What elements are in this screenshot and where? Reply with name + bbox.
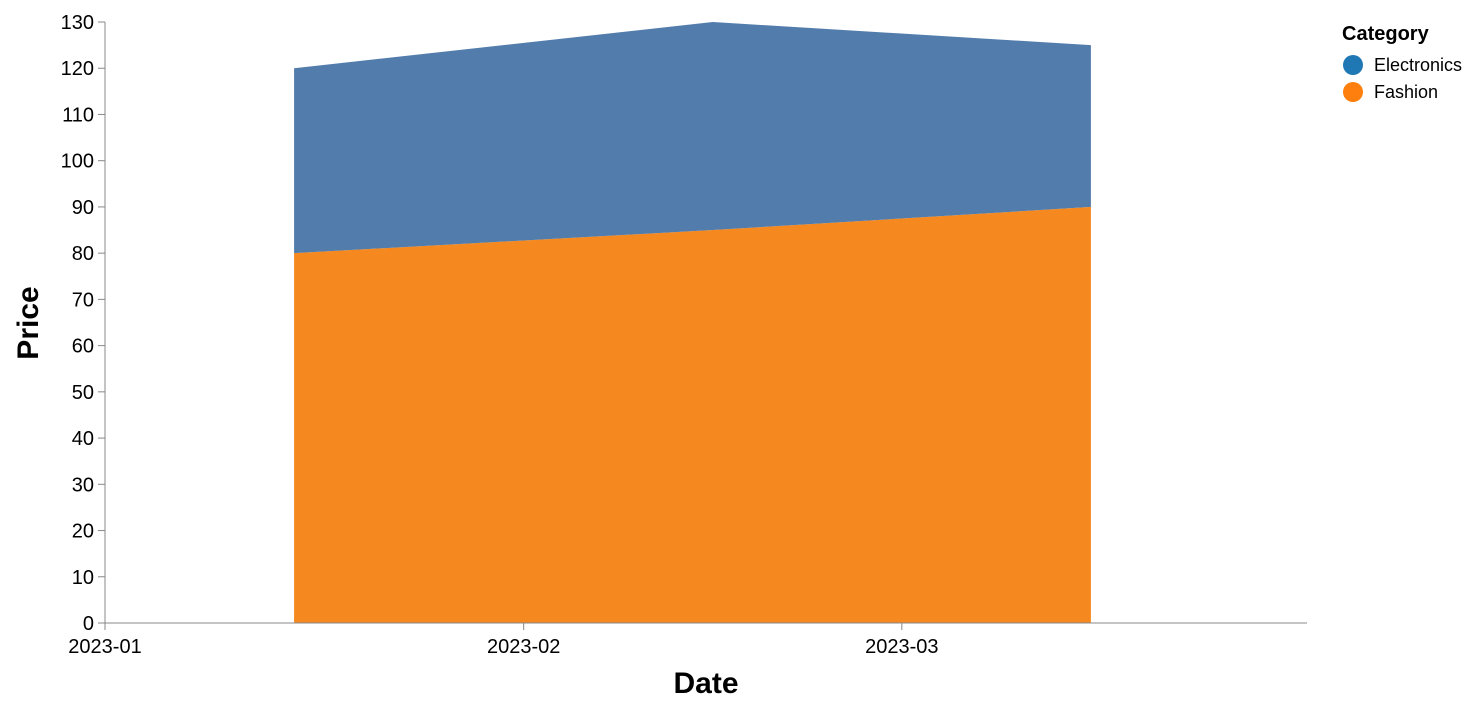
x-tick-label: 2023-02 — [487, 636, 560, 658]
y-tick-label: 50 — [72, 382, 94, 404]
x-axis: 2023-01 2023-02 2023-03 — [68, 622, 1307, 658]
y-axis-title: Price — [12, 286, 45, 359]
y-tick-label: 40 — [72, 428, 94, 450]
x-tick-label: 2023-03 — [865, 636, 938, 658]
plot-area — [294, 22, 1091, 624]
y-tick-label: 80 — [72, 243, 94, 265]
y-tick-label: 90 — [72, 197, 94, 219]
legend-swatch-electronics — [1343, 55, 1363, 75]
legend: Category Electronics Fashion — [1342, 23, 1462, 102]
area-electronics — [294, 22, 1091, 254]
y-tick-label: 100 — [61, 151, 94, 173]
legend-title: Category — [1342, 23, 1430, 45]
x-tick-label: 2023-01 — [68, 636, 141, 658]
y-tick-label: 0 — [83, 613, 94, 635]
legend-label-fashion: Fashion — [1374, 82, 1438, 102]
y-tick-label: 110 — [62, 104, 94, 126]
legend-swatch-fashion — [1343, 82, 1363, 102]
y-tick-label: 60 — [72, 336, 94, 358]
y-tick-label: 30 — [72, 474, 94, 496]
y-tick-label: 130 — [61, 12, 94, 34]
legend-label-electronics: Electronics — [1374, 55, 1462, 75]
y-tick-label: 70 — [72, 289, 94, 311]
y-tick-label: 20 — [72, 521, 94, 543]
y-tick-label: 10 — [72, 567, 94, 589]
x-axis-title: Date — [673, 667, 738, 700]
y-axis: 0 10 20 30 40 50 60 70 80 90 100 110 120 130 — [61, 12, 106, 635]
y-tick-label: 120 — [61, 58, 94, 80]
area-fashion — [294, 206, 1091, 624]
